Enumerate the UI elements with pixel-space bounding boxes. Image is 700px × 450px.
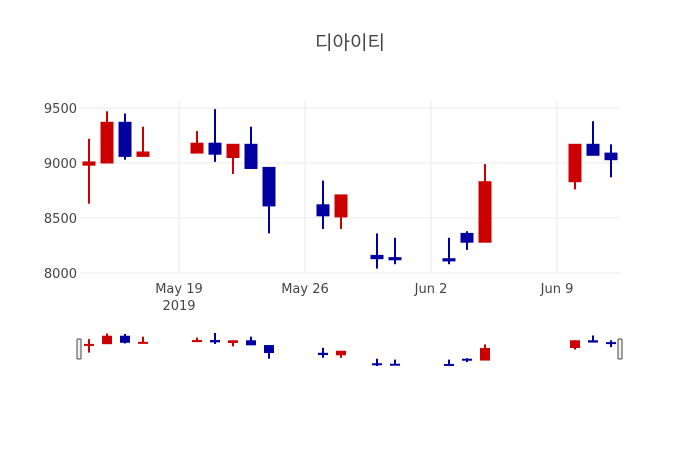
x-tick-label: May 26 bbox=[281, 282, 329, 297]
y-tick-label: 8000 bbox=[44, 267, 77, 282]
mini-candle bbox=[210, 333, 220, 344]
range-slider-candles bbox=[84, 333, 616, 366]
x-tick-year-label: 2019 bbox=[162, 299, 195, 314]
candle[interactable] bbox=[82, 138, 96, 204]
candle[interactable] bbox=[388, 237, 402, 265]
chart-title: 디아이티 bbox=[315, 32, 385, 54]
candle[interactable] bbox=[334, 194, 348, 229]
x-tick-label: May 19 bbox=[155, 282, 203, 297]
grid-lines bbox=[80, 100, 620, 274]
candles-main[interactable] bbox=[82, 109, 618, 269]
candle[interactable] bbox=[460, 231, 474, 250]
mini-candle bbox=[318, 347, 328, 358]
mini-candle bbox=[480, 344, 490, 361]
y-axis: 8000 8500 9000 9500 bbox=[44, 102, 77, 282]
mini-candle bbox=[462, 358, 472, 363]
mini-candle bbox=[84, 339, 94, 353]
candle[interactable] bbox=[100, 111, 114, 164]
mini-candle bbox=[102, 333, 112, 345]
mini-candle bbox=[264, 345, 274, 359]
x-tick-label: Jun 9 bbox=[540, 282, 574, 297]
x-axis: May 19 2019 May 26 Jun 2 Jun 9 bbox=[155, 282, 573, 314]
candle[interactable] bbox=[262, 166, 276, 234]
range-slider-right-handle[interactable] bbox=[617, 338, 623, 360]
candle[interactable] bbox=[226, 143, 240, 174]
mini-candle bbox=[228, 340, 238, 347]
mini-candle bbox=[390, 359, 400, 366]
mini-candle bbox=[444, 359, 454, 366]
candle[interactable] bbox=[478, 164, 492, 243]
mini-candle bbox=[336, 350, 346, 358]
candle[interactable] bbox=[190, 131, 204, 154]
candle[interactable] bbox=[370, 233, 384, 269]
mini-candle bbox=[138, 336, 148, 344]
candle[interactable] bbox=[118, 113, 132, 160]
mini-candle bbox=[372, 358, 382, 366]
candle[interactable] bbox=[442, 237, 456, 265]
y-tick-label: 8500 bbox=[44, 212, 77, 227]
mini-candle bbox=[606, 340, 616, 348]
mini-candle bbox=[246, 336, 256, 346]
candle[interactable] bbox=[586, 121, 600, 156]
x-tick-label: Jun 2 bbox=[414, 282, 448, 297]
y-tick-label: 9500 bbox=[44, 102, 77, 117]
candle[interactable] bbox=[244, 126, 258, 170]
range-slider[interactable] bbox=[76, 333, 623, 366]
candle[interactable] bbox=[316, 180, 330, 229]
candle[interactable] bbox=[208, 109, 222, 162]
mini-candle bbox=[192, 337, 202, 343]
candle[interactable] bbox=[604, 144, 618, 178]
y-tick-label: 9000 bbox=[44, 157, 77, 172]
candle[interactable] bbox=[136, 126, 150, 157]
mini-candle bbox=[120, 333, 130, 344]
mini-candle bbox=[588, 335, 598, 343]
mini-candle bbox=[570, 340, 580, 350]
range-slider-left-handle[interactable] bbox=[76, 338, 82, 360]
candle[interactable] bbox=[568, 143, 582, 190]
